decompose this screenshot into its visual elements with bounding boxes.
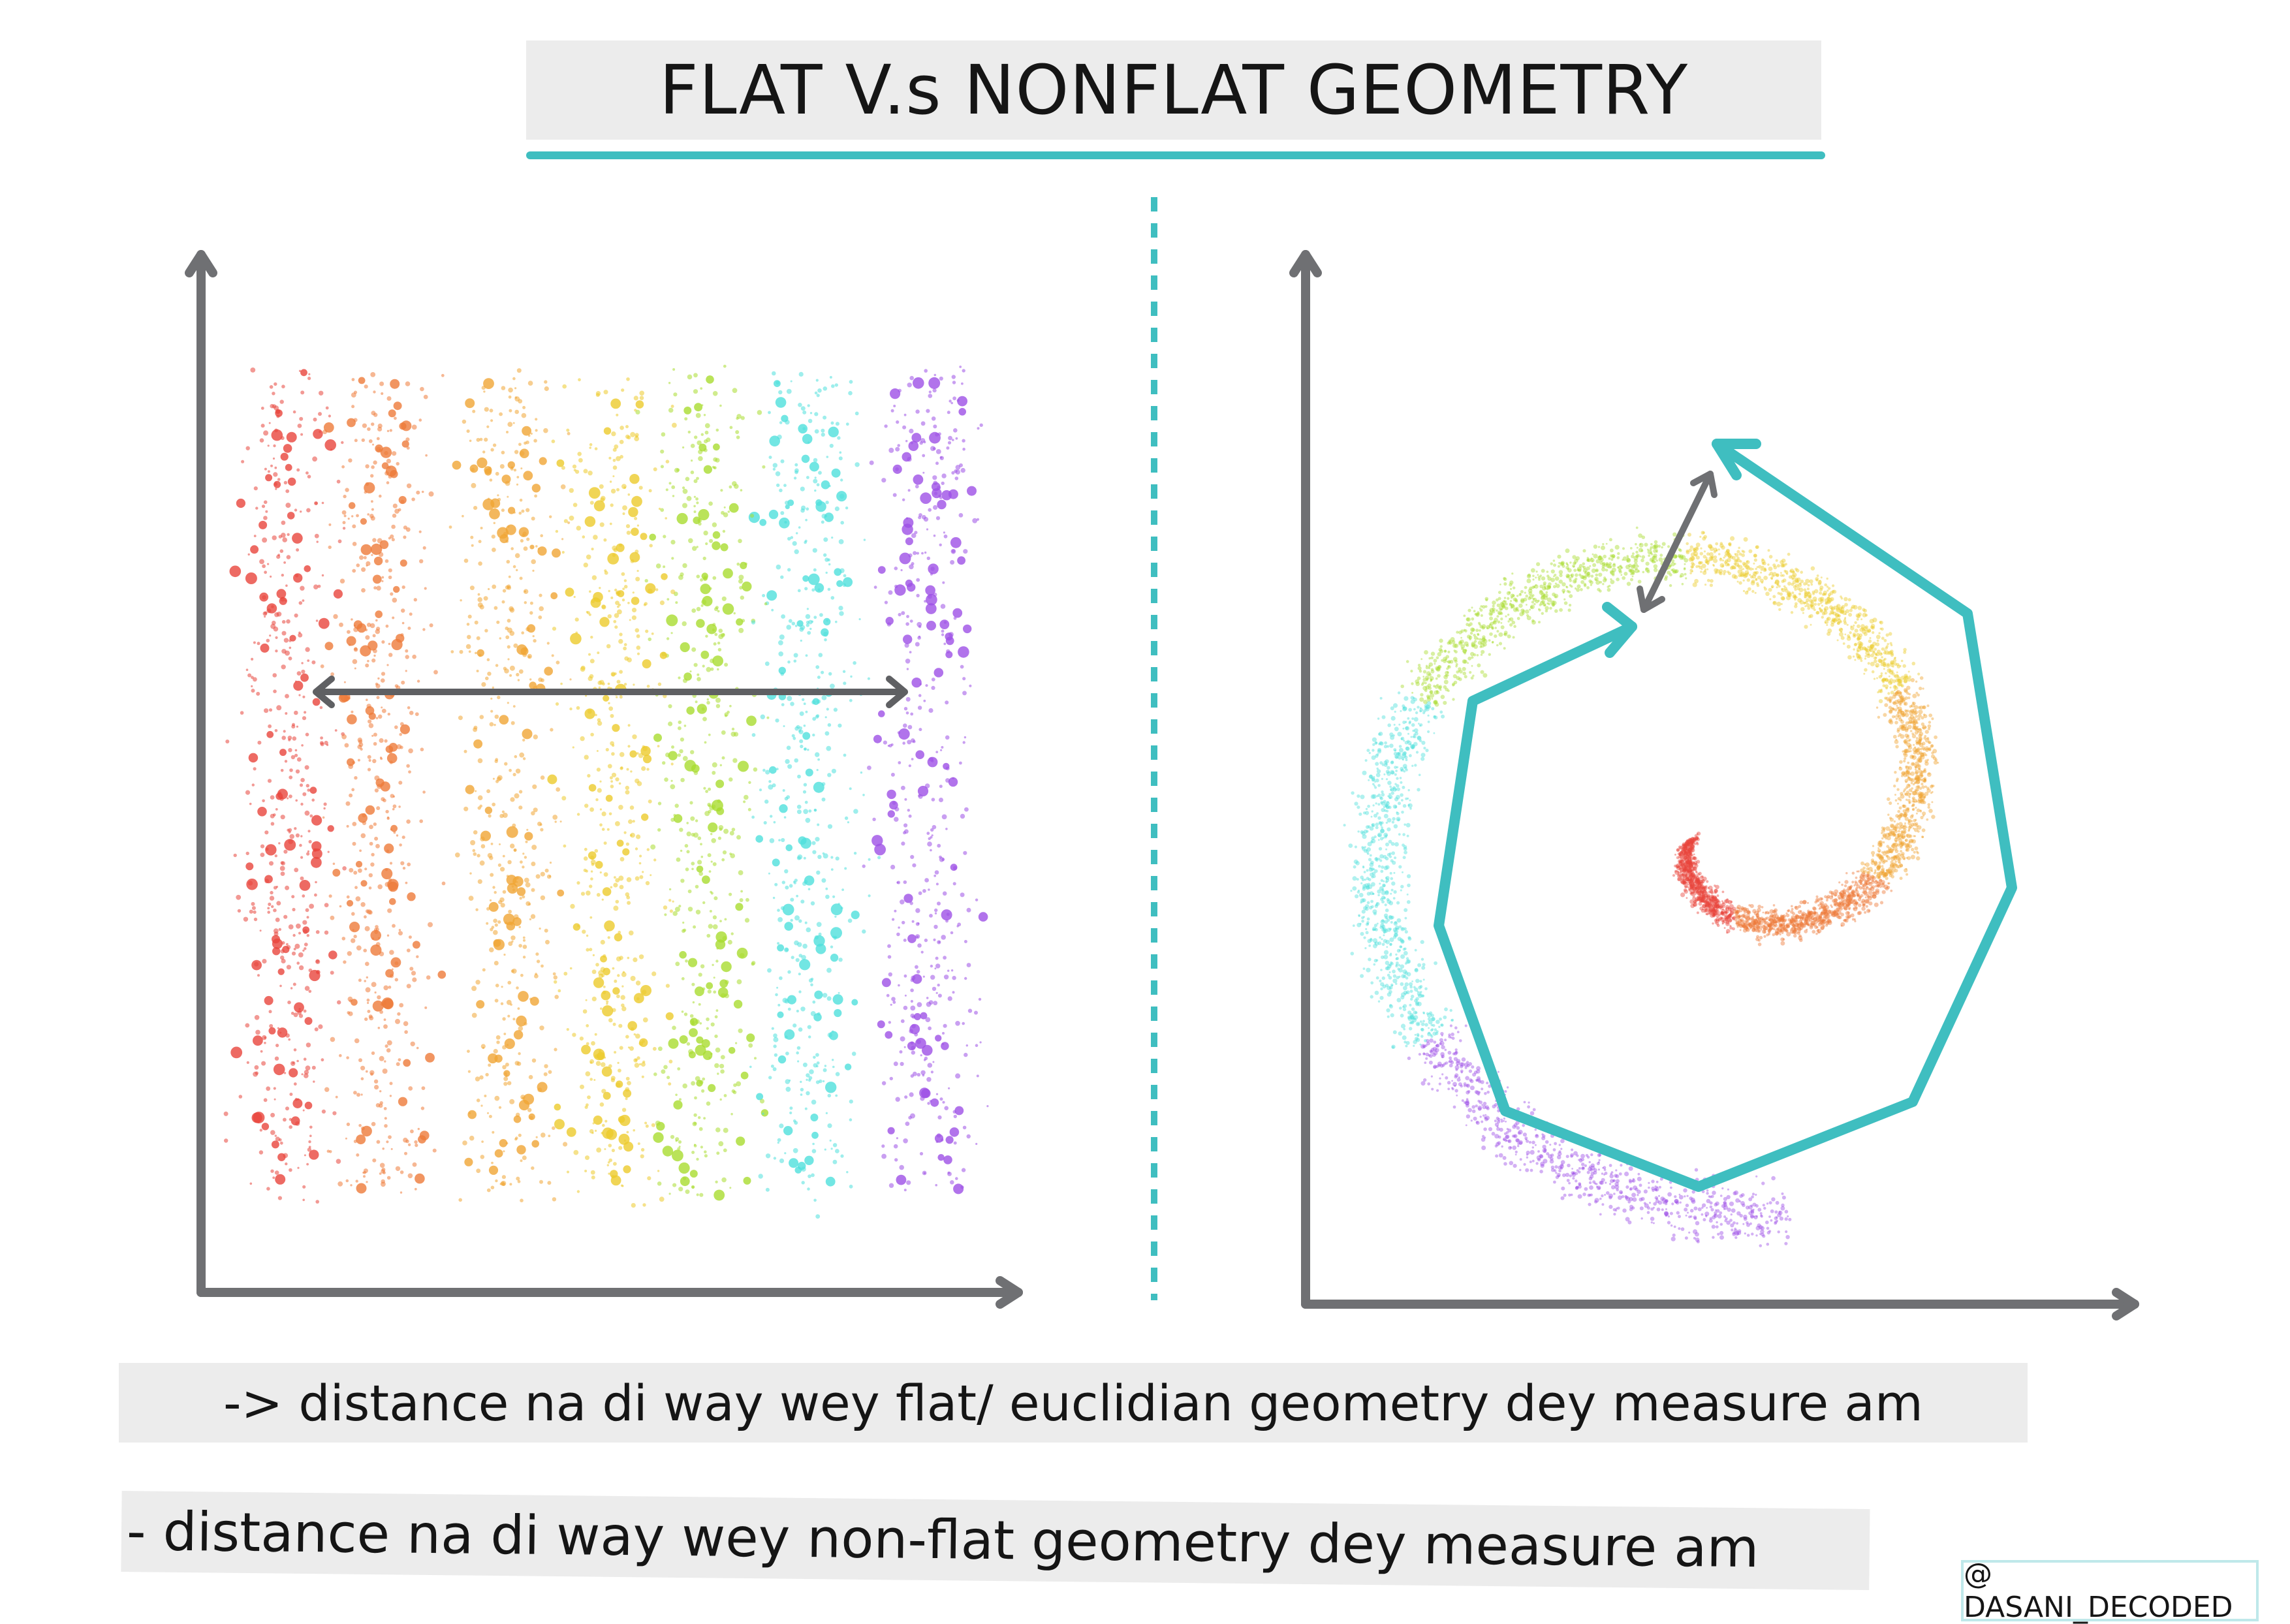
page-title: FLAT V.s NONFLAT GEOMETRY — [659, 50, 1688, 130]
shortcut-distance-arrow — [1640, 474, 1714, 610]
title-box: FLAT V.s NONFLAT GEOMETRY — [526, 40, 1821, 140]
flat-distance-caption: -> distance na di way wey flat/ euclidia… — [119, 1363, 2028, 1443]
spiral-rainbow-point-cloud — [1343, 527, 1939, 1247]
title-underline — [526, 151, 1825, 159]
right-axes — [1294, 255, 2135, 1316]
flat-rainbow-point-cloud — [224, 365, 989, 1219]
credit-badge: @ DASANI_DECODED — [1961, 1560, 2259, 1621]
